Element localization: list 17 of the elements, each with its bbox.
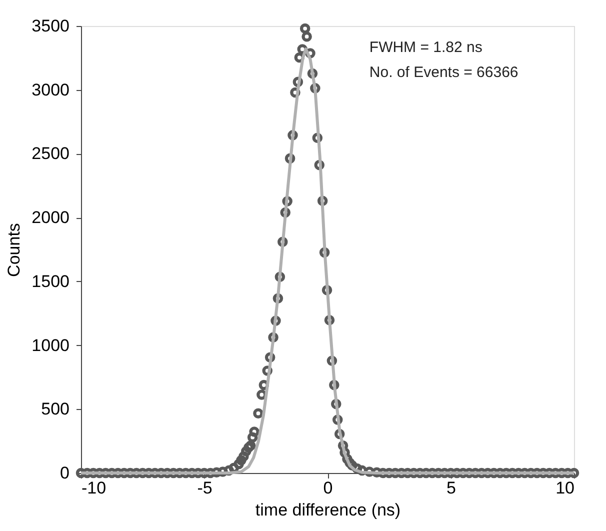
y-tick-label: 0 [60, 464, 70, 482]
y-tick-label: 3000 [32, 80, 70, 100]
y-tick-label: 2500 [32, 144, 70, 164]
x-tick-label: -10 [82, 478, 106, 498]
x-tick-label: -5 [197, 478, 212, 498]
y-tick-label: 3500 [32, 16, 70, 36]
y-axis-title: Counts [4, 223, 24, 277]
y-tick-label: 500 [41, 400, 70, 419]
annotation: No. of Events = 66366 [369, 64, 518, 81]
y-tick-label: 1500 [32, 272, 70, 291]
x-tick-label: 5 [446, 478, 456, 498]
annotation: FWHM = 1.82 ns [369, 39, 482, 56]
x-tick-label: 10 [556, 478, 574, 498]
x-axis-title: time difference (ns) [255, 500, 401, 520]
y-tick-label: 2000 [32, 208, 70, 228]
y-tick-label: 1000 [32, 336, 70, 355]
x-tick-label: 0 [323, 478, 333, 498]
